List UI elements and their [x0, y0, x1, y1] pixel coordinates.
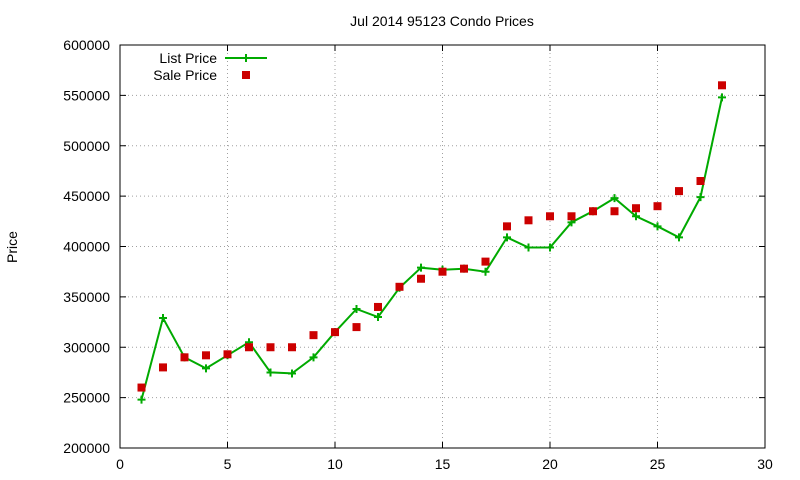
list-price-point: [417, 263, 425, 272]
list-price-point: [503, 233, 511, 242]
sale-price-point: [567, 212, 576, 221]
list-price-point: [266, 368, 275, 377]
legend-label: List Price: [159, 50, 217, 66]
sale-price-point: [417, 274, 425, 283]
sale-price-point: [309, 331, 318, 340]
y-tick-label: 450000: [63, 188, 110, 204]
list-price-point: [546, 243, 554, 252]
list-price-point: [202, 364, 210, 373]
list-price-point: [696, 193, 705, 202]
list-price-point: [653, 222, 662, 231]
sale-price-point: [266, 343, 275, 352]
x-tick-label: 0: [116, 456, 124, 472]
grid-lines: [120, 45, 765, 448]
plot-frame: [119, 44, 766, 449]
sale-price-point: [546, 212, 554, 221]
sale-price-point: [245, 343, 253, 352]
list-price-point: [481, 267, 490, 276]
list-price-point: [610, 194, 619, 203]
sale-price-point: [503, 222, 511, 231]
axis-ticks: 200000 250000 300000 350000 400000 450000 5000…: [63, 37, 773, 472]
y-tick-label: 350000: [63, 289, 110, 305]
legend-marker-sale-price: [242, 71, 250, 79]
list-price-point: [675, 233, 683, 242]
sale-price-point: [137, 383, 146, 392]
sale-price-point: [675, 187, 683, 196]
x-tick-label: 25: [650, 456, 666, 472]
sale-price-point: [696, 177, 705, 186]
sale-price-point: [180, 353, 189, 362]
legend-label: Sale Price: [153, 67, 217, 83]
sale-price-point: [632, 204, 640, 213]
sale-price-point: [718, 81, 726, 90]
chart-title: Jul 2014 95123 Condo Prices: [350, 13, 534, 29]
y-tick-label: 400000: [63, 239, 110, 255]
sale-price-point: [395, 282, 404, 291]
sale-price-point: [159, 363, 167, 372]
x-tick-label: 30: [757, 456, 773, 472]
x-tick-label: 20: [542, 456, 558, 472]
list-price-point: [137, 395, 146, 404]
sale-price-point: [374, 302, 382, 311]
list-price-point: [159, 314, 167, 323]
list-price-point: [718, 93, 726, 102]
list-price-point: [632, 212, 640, 221]
list-price-point: [309, 353, 318, 362]
sale-price-point: [223, 350, 232, 359]
y-tick-label: 550000: [63, 87, 110, 103]
sale-price-point: [481, 257, 490, 266]
x-tick-label: 15: [435, 456, 451, 472]
series-layer: [137, 81, 726, 404]
list-price-point: [352, 304, 361, 313]
sale-price-point: [288, 343, 296, 352]
x-tick-label: 5: [224, 456, 232, 472]
sale-price-point: [202, 351, 210, 360]
y-tick-label: 300000: [63, 339, 110, 355]
sale-price-point: [438, 267, 447, 276]
sale-price-point: [524, 216, 533, 225]
sale-price-point: [460, 264, 468, 273]
y-tick-label: 600000: [63, 37, 110, 53]
sale-price-point: [653, 202, 662, 211]
x-tick-label: 10: [327, 456, 343, 472]
legend-marker-list-price: [242, 54, 250, 62]
y-axis-label: Price: [4, 231, 20, 263]
sale-price-point: [589, 207, 597, 216]
list-price-point: [374, 313, 382, 322]
y-tick-label: 200000: [63, 440, 110, 456]
sale-price-point: [610, 207, 619, 216]
y-tick-label: 250000: [63, 390, 110, 406]
list-price-point: [288, 369, 296, 378]
list-price-point: [524, 243, 533, 252]
sale-price-point: [352, 323, 361, 332]
y-tick-label: 500000: [63, 138, 110, 154]
series-line-list-price: [140, 97, 723, 400]
sale-price-point: [331, 328, 339, 337]
